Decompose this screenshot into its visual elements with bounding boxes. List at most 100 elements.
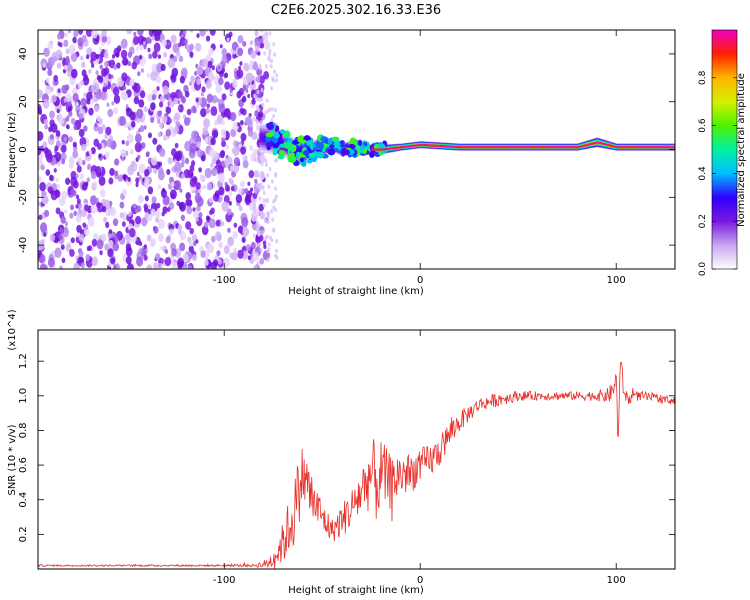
noise-speckle	[56, 62, 62, 69]
noise-speckle	[211, 65, 216, 71]
noise-speckle	[227, 156, 233, 164]
noise-speckle	[107, 248, 114, 258]
noise-speckle	[78, 250, 84, 258]
ridge-core	[583, 144, 586, 147]
noise-speckle	[156, 211, 161, 218]
noise-speckle	[152, 137, 158, 145]
noise-speckle	[86, 54, 90, 60]
noise-speckle	[147, 186, 154, 195]
noise-speckle	[174, 180, 182, 191]
noise-speckle	[59, 227, 64, 234]
noise-speckle	[268, 166, 272, 172]
ridge-core	[517, 146, 520, 149]
noise-speckle	[112, 54, 116, 59]
noise-speckle	[218, 103, 226, 114]
noise-speckle	[94, 122, 98, 128]
noise-speckle	[258, 234, 264, 242]
noise-speckle	[170, 74, 177, 83]
noise-speckle	[81, 159, 86, 166]
ridge-core	[429, 144, 432, 147]
noise-speckle	[113, 94, 121, 104]
noise-speckle	[80, 97, 87, 107]
noise-speckle	[232, 80, 238, 89]
ridge-core	[611, 144, 614, 148]
noise-speckle	[215, 84, 222, 94]
noise-speckle	[204, 221, 209, 228]
noise-speckle	[139, 90, 146, 99]
noise-speckle	[208, 47, 214, 56]
ridge-core	[383, 148, 386, 151]
noise-speckle	[69, 249, 75, 257]
ridge-cell	[280, 141, 282, 146]
noise-speckle	[141, 217, 148, 227]
noise-speckle	[202, 184, 207, 190]
noise-speckle	[113, 264, 117, 269]
noise-speckle	[177, 224, 183, 231]
colorbar: 0.0 0.2 0.4 0.6 0.8 Normalized spectral ampl…	[698, 29, 747, 276]
noise-speckle	[198, 167, 202, 173]
noise-speckle	[83, 125, 88, 132]
ridge-core	[595, 141, 598, 144]
noise-speckle	[125, 233, 131, 242]
noise-speckle	[144, 169, 150, 177]
noise-speckle	[181, 159, 185, 165]
noise-speckle	[210, 163, 214, 168]
noise-speckle	[68, 156, 75, 165]
noise-speckle	[126, 263, 134, 269]
noise-speckle	[89, 98, 95, 105]
noise-speckle	[252, 116, 256, 122]
noise-speckle	[179, 36, 187, 47]
noise-speckle	[259, 211, 266, 220]
ridge-core	[499, 146, 502, 149]
ridge-core	[425, 144, 428, 147]
noise-speckle	[158, 54, 161, 59]
noise-speckle	[80, 55, 84, 61]
ridge-blob	[273, 132, 280, 139]
ridge-core	[397, 146, 400, 149]
ridge-core	[553, 146, 556, 149]
noise-speckle	[98, 176, 106, 186]
noise-speckle	[216, 250, 221, 257]
noise-speckle	[78, 112, 84, 120]
noise-speckle	[270, 106, 274, 112]
noise-speckle	[122, 173, 127, 180]
noise-speckle	[112, 218, 119, 227]
noise-speckle	[199, 174, 205, 182]
noise-speckle	[224, 81, 231, 90]
ridge-core	[519, 146, 522, 149]
noise-speckle	[267, 107, 271, 113]
ridge-core	[673, 146, 675, 149]
ridge-core	[483, 146, 486, 149]
noise-speckle	[85, 151, 90, 157]
noise-speckle	[240, 132, 247, 142]
noise-speckle	[174, 112, 181, 122]
noise-speckle	[64, 32, 69, 38]
noise-speckle	[159, 147, 166, 157]
noise-speckle	[164, 257, 172, 267]
noise-speckle	[174, 150, 182, 162]
noise-speckle	[213, 259, 219, 267]
noise-speckle	[68, 44, 76, 55]
noise-speckle	[128, 211, 132, 217]
noise-speckle	[96, 201, 101, 208]
noise-speckle	[245, 244, 251, 252]
ridge-cell	[317, 146, 319, 150]
ridge-core	[613, 145, 616, 148]
noise-speckle	[238, 143, 242, 149]
noise-speckle	[60, 152, 67, 161]
noise-speckle	[59, 42, 63, 48]
noise-speckle	[184, 90, 190, 98]
noise-speckle	[207, 243, 215, 254]
noise-speckle	[143, 254, 148, 261]
noise-speckle	[247, 181, 251, 186]
noise-speckle	[205, 107, 210, 114]
noise-speckle	[146, 264, 153, 269]
noise-speckle	[273, 107, 277, 113]
ridge-core	[641, 146, 644, 149]
noise-speckle	[109, 167, 115, 176]
noise-speckle	[158, 122, 164, 129]
ridge-core	[625, 146, 628, 149]
noise-speckle	[150, 116, 155, 123]
noise-speckle	[75, 101, 79, 107]
noise-speckle	[73, 210, 78, 217]
